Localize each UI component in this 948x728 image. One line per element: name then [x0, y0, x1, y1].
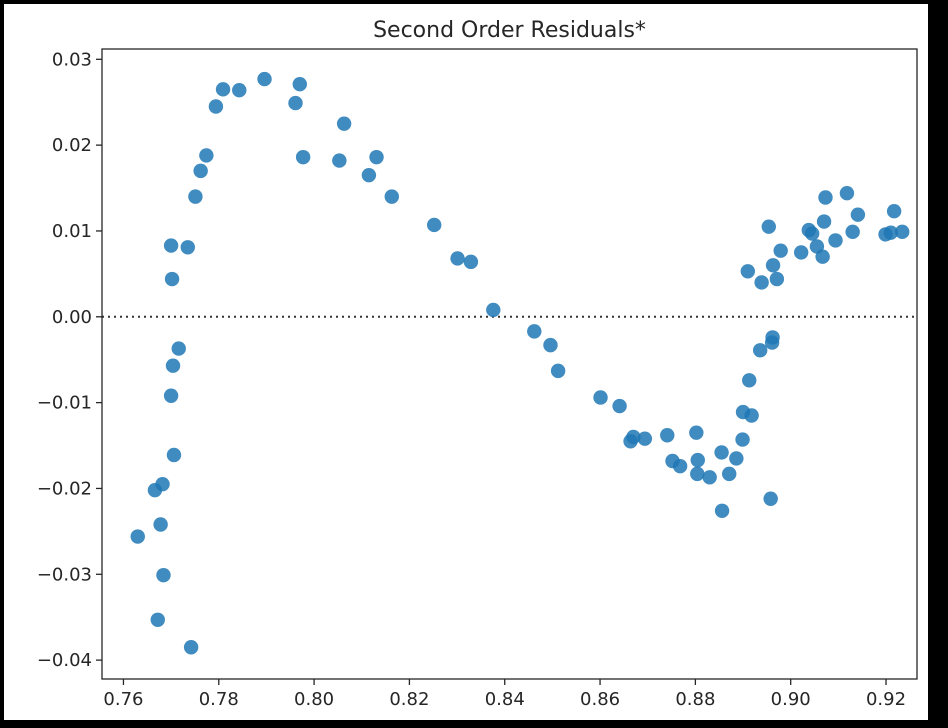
data-point: [702, 470, 717, 485]
data-point: [215, 82, 231, 97]
data-point: [742, 373, 757, 388]
data-point: [839, 185, 855, 201]
data-point: [163, 388, 179, 403]
data-point: [818, 190, 833, 205]
data-point: [486, 302, 501, 318]
y-axis-ticks: 0.03 0.02 0.01 0.00 −0.01 −0.02 −0.03 −0.04: [37, 49, 102, 671]
data-point: [815, 249, 830, 264]
data-point: [257, 71, 272, 87]
data-point: [183, 640, 199, 655]
data-point: [765, 330, 780, 345]
data-point: [714, 503, 730, 518]
y-tick-label: −0.02: [37, 478, 92, 499]
data-point: [199, 148, 214, 163]
data-point: [895, 224, 910, 240]
x-tick-label: 0.78: [199, 689, 239, 710]
x-axis-ticks: 0.76 0.78 0.80 0.82 0.84 0.86 0.88 0.90 0.92: [103, 679, 906, 710]
data-point: [450, 251, 465, 266]
data-point: [543, 337, 558, 353]
y-tick-label: −0.04: [37, 650, 92, 671]
data-point: [729, 451, 744, 466]
data-point: [735, 432, 750, 447]
data-point: [793, 245, 809, 260]
x-tick-label: 0.86: [580, 689, 620, 710]
x-tick-label: 0.84: [485, 689, 525, 710]
data-point: [550, 363, 566, 379]
data-point: [886, 204, 902, 219]
data-point: [637, 431, 653, 446]
data-point: [332, 153, 347, 168]
data-point: [845, 224, 860, 240]
data-point: [166, 447, 182, 463]
data-point: [740, 264, 756, 279]
data-point: [292, 76, 307, 92]
y-tick-label: 0.03: [52, 49, 92, 70]
data-point: [336, 116, 352, 131]
data-point: [426, 217, 442, 233]
data-point: [763, 491, 778, 506]
data-point: [773, 243, 788, 258]
data-point: [155, 476, 170, 492]
y-tick-label: −0.03: [37, 564, 92, 585]
x-tick-label: 0.80: [294, 689, 334, 710]
data-point: [761, 219, 776, 234]
data-point: [188, 189, 203, 204]
data-point: [689, 425, 704, 440]
data-point: [384, 189, 399, 204]
data-point: [850, 207, 866, 222]
scatter-chart: Second Order Residuals* 0.76 0.78 0.80 0.82…: [37, 18, 918, 710]
data-point: [883, 225, 898, 240]
data-point: [180, 240, 195, 255]
data-point: [626, 429, 641, 445]
data-point: [208, 99, 224, 114]
y-tick-label: 0.00: [52, 307, 92, 328]
y-tick-label: −0.01: [37, 393, 92, 414]
x-tick-label: 0.92: [866, 689, 906, 710]
x-tick-label: 0.90: [771, 689, 811, 710]
data-point: [660, 428, 675, 443]
data-point: [288, 95, 303, 111]
data-point: [163, 238, 179, 253]
data-point: [156, 567, 171, 583]
data-point: [672, 458, 688, 474]
data-point: [828, 233, 843, 248]
data-point: [690, 466, 705, 482]
data-point: [463, 254, 479, 270]
data-point: [612, 398, 627, 414]
data-points: [130, 71, 910, 655]
data-point: [690, 452, 705, 468]
data-point: [744, 408, 759, 423]
x-tick-label: 0.82: [389, 689, 429, 710]
data-point: [593, 390, 608, 405]
axes-frame: [101, 48, 918, 680]
data-point: [752, 343, 768, 358]
data-point: [804, 226, 820, 241]
data-point: [527, 324, 542, 339]
data-point: [816, 214, 832, 229]
data-point: [153, 517, 168, 532]
x-tick-label: 0.76: [103, 689, 143, 710]
y-tick-label: 0.01: [52, 221, 92, 242]
data-point: [714, 445, 729, 460]
chart-title: Second Order Residuals*: [373, 18, 646, 43]
data-point: [722, 466, 737, 482]
x-tick-label: 0.88: [675, 689, 715, 710]
data-point: [295, 149, 311, 165]
data-point: [232, 82, 247, 98]
data-point: [164, 271, 180, 287]
figure-canvas: Second Order Residuals* 0.76 0.78 0.80 0.82…: [4, 4, 928, 720]
data-point: [765, 258, 781, 273]
data-point: [165, 358, 181, 373]
data-point: [193, 163, 208, 179]
data-point: [361, 167, 377, 183]
data-point: [171, 341, 186, 356]
data-point: [754, 275, 769, 290]
y-tick-label: 0.02: [52, 135, 92, 156]
data-point: [369, 149, 384, 165]
data-point: [130, 529, 145, 544]
data-point: [769, 271, 785, 287]
data-point: [150, 612, 165, 627]
